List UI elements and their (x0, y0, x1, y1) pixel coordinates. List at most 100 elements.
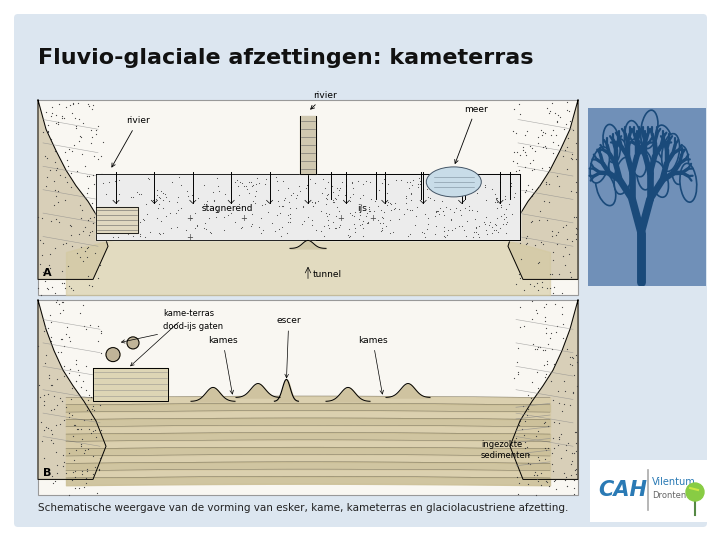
Point (570, 188, 582, 197)
Point (127, 193, 139, 201)
Point (544, 284, 556, 292)
Point (50, 421, 62, 429)
Point (50, 192, 62, 200)
Ellipse shape (590, 147, 609, 183)
Point (79, 222, 91, 231)
Point (532, 384, 544, 393)
Point (454, 206, 465, 214)
Point (471, 222, 482, 231)
Point (526, 192, 538, 200)
Point (510, 211, 522, 219)
Point (382, 198, 394, 206)
Point (49, 244, 60, 253)
Point (181, 226, 192, 235)
Point (134, 232, 145, 241)
Point (478, 218, 490, 227)
Point (566, 237, 577, 246)
Point (492, 228, 504, 237)
Point (83, 395, 94, 404)
Point (240, 182, 252, 191)
Point (57, 279, 68, 287)
Point (204, 228, 216, 237)
Point (62, 261, 73, 270)
Point (49, 146, 60, 155)
Point (83, 272, 94, 281)
Bar (590, 460, 708, 522)
Point (75, 382, 86, 391)
Point (533, 343, 544, 352)
Point (88, 213, 99, 222)
Point (423, 177, 434, 185)
Point (55, 394, 66, 402)
Point (455, 211, 467, 220)
Point (94, 261, 105, 269)
Point (47, 439, 58, 448)
Point (431, 184, 442, 192)
Point (84, 424, 95, 433)
Point (526, 315, 538, 323)
Point (532, 427, 544, 435)
Point (349, 208, 361, 217)
Point (344, 232, 356, 240)
Point (42, 153, 53, 162)
Point (42, 120, 53, 129)
Point (471, 224, 482, 232)
Point (517, 146, 528, 154)
Point (200, 200, 212, 208)
Point (566, 353, 577, 361)
Point (560, 446, 572, 454)
Point (229, 217, 240, 226)
Point (78, 483, 90, 491)
Point (526, 296, 537, 305)
Point (343, 225, 355, 234)
Point (433, 175, 445, 184)
Point (104, 213, 115, 222)
Point (250, 179, 261, 188)
Point (541, 370, 552, 379)
Point (91, 489, 103, 497)
Point (330, 194, 342, 203)
Point (446, 226, 457, 234)
Point (531, 471, 542, 480)
Point (348, 184, 359, 193)
Point (553, 419, 564, 428)
Point (534, 342, 546, 351)
Point (423, 193, 434, 201)
Point (392, 214, 404, 223)
Point (529, 345, 541, 354)
Point (297, 202, 309, 211)
Point (354, 214, 365, 223)
Point (80, 401, 91, 409)
Point (48, 478, 59, 487)
Point (208, 196, 220, 205)
Point (552, 141, 564, 150)
Point (106, 221, 117, 230)
Point (540, 316, 552, 325)
Point (60, 239, 71, 247)
Point (154, 230, 166, 238)
Point (418, 229, 430, 238)
Point (79, 194, 91, 202)
Point (526, 377, 537, 386)
Point (95, 328, 107, 337)
Point (480, 183, 491, 191)
Point (75, 425, 86, 434)
Point (430, 206, 441, 215)
Point (40, 468, 51, 476)
Point (559, 146, 570, 154)
Point (38, 397, 50, 406)
Point (534, 258, 545, 266)
Point (315, 206, 327, 215)
Point (534, 181, 545, 190)
Point (548, 248, 559, 256)
Point (70, 113, 81, 122)
Point (377, 226, 388, 234)
Point (549, 359, 560, 368)
Point (562, 165, 573, 173)
Point (546, 377, 557, 386)
Point (40, 108, 52, 117)
Point (322, 178, 333, 186)
Point (81, 325, 92, 333)
Point (519, 443, 531, 452)
Point (46, 282, 58, 291)
